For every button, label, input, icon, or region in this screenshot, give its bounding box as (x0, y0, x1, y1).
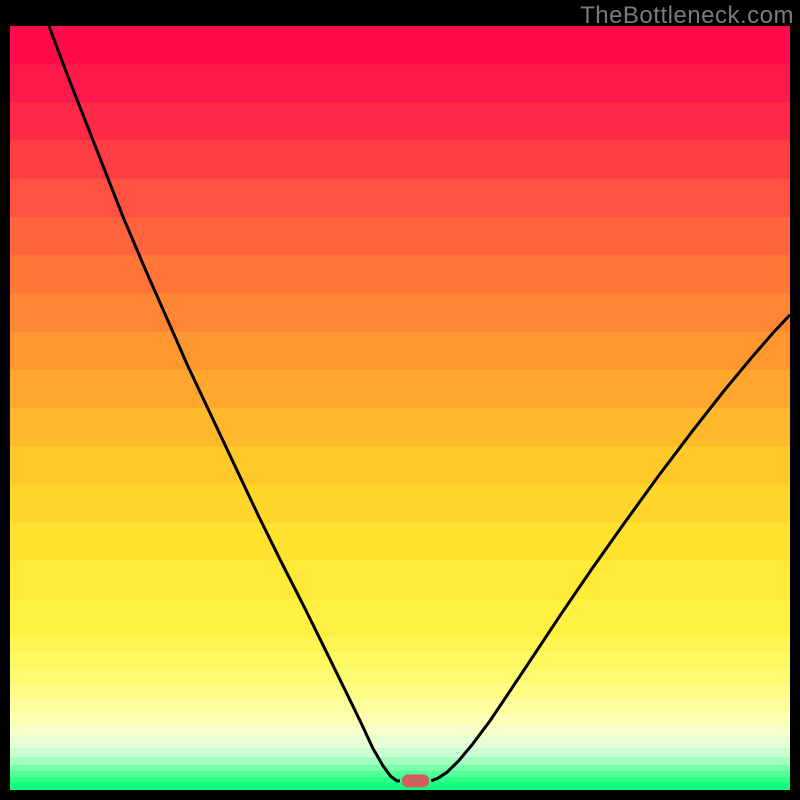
gradient-band (10, 725, 790, 737)
gradient-band (10, 599, 790, 638)
gradient-band (10, 179, 790, 218)
gradient-band (10, 765, 790, 772)
gradient-band (10, 484, 790, 523)
gradient-band (10, 332, 790, 371)
gradient-band (10, 652, 790, 668)
gradient-band (10, 757, 790, 766)
gradient-band (10, 787, 790, 790)
gradient-band (10, 637, 790, 653)
gradient-band (10, 293, 790, 332)
gradient-band (10, 446, 790, 485)
gradient-band (10, 714, 790, 726)
gradient-band (10, 737, 790, 749)
plot-area (10, 26, 790, 790)
gradient-band (10, 523, 790, 562)
min-marker (402, 774, 429, 787)
gradient-band (10, 255, 790, 294)
chart-frame: TheBottleneck.com (0, 0, 800, 800)
gradient-band (10, 64, 790, 103)
gradient-band (10, 748, 790, 758)
gradient-band (10, 102, 790, 141)
gradient-band (10, 668, 790, 684)
gradient-band (10, 408, 790, 447)
gradient-band (10, 141, 790, 180)
watermark-text: TheBottleneck.com (580, 2, 794, 30)
gradient-band (10, 26, 790, 65)
gradient-band (10, 771, 790, 778)
gradient-band (10, 683, 790, 699)
gradient-background (10, 26, 790, 790)
gradient-band (10, 370, 790, 409)
bottleneck-chart (10, 26, 790, 790)
gradient-band (10, 561, 790, 600)
gradient-band (10, 698, 790, 714)
